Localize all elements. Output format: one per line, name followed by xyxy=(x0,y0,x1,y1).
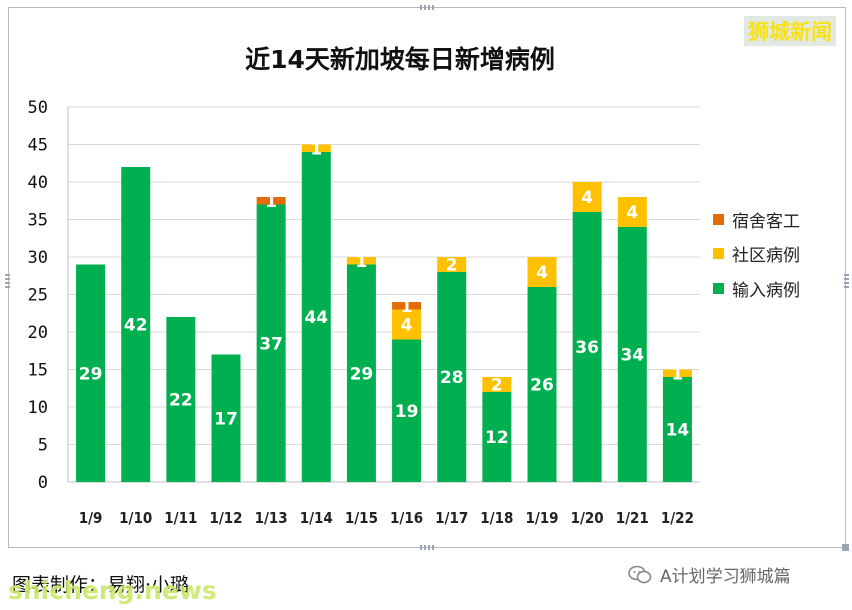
x-tick-label: 1/17 xyxy=(435,509,468,527)
data-label-imported: 17 xyxy=(214,409,238,429)
bar-imported xyxy=(437,272,467,482)
x-tick-label: 1/21 xyxy=(616,509,649,527)
bar-dorm xyxy=(392,302,422,310)
data-label-community: 2 xyxy=(491,376,503,396)
data-label-community: 4 xyxy=(626,203,638,223)
x-tick-label: 1/12 xyxy=(209,509,242,527)
bar-imported xyxy=(392,339,422,482)
y-tick-label: 15 xyxy=(28,361,48,381)
legend-item-community: 社区病例 xyxy=(713,241,800,266)
bar-imported xyxy=(617,227,647,482)
data-label-imported: 42 xyxy=(124,316,148,336)
x-tick-label: 1/19 xyxy=(525,509,558,527)
bar-community xyxy=(662,369,692,377)
data-label-imported: 34 xyxy=(620,346,644,366)
data-label-imported: 26 xyxy=(530,376,554,396)
legend-label-community: 社区病例 xyxy=(732,246,800,266)
data-label-dorm: 1 xyxy=(401,297,413,317)
bar-community xyxy=(482,377,512,392)
y-tick-label: 30 xyxy=(28,248,48,268)
y-tick-label: 50 xyxy=(28,98,48,118)
legend-swatch-dorm xyxy=(713,214,724,225)
resize-handle-left[interactable] xyxy=(5,274,10,288)
resize-handle-right[interactable] xyxy=(844,274,849,288)
data-label-dorm: 1 xyxy=(265,192,277,212)
x-tick-label: 1/9 xyxy=(79,509,103,527)
account-label: A计划学习狮城篇 xyxy=(628,562,791,587)
brand-badge: 狮城新闻 xyxy=(744,16,836,46)
bar-imported xyxy=(121,167,151,482)
legend-item-dorm: 宿舍客工 xyxy=(713,207,800,232)
bar-imported xyxy=(301,152,331,482)
data-label-community: 4 xyxy=(536,263,548,283)
legend-swatch-imported xyxy=(713,283,724,294)
x-tick-label: 1/14 xyxy=(300,509,333,527)
x-tick-label: 1/10 xyxy=(119,509,152,527)
data-label-community: 2 xyxy=(446,256,458,276)
watermark-text: shicheng.news xyxy=(8,576,217,605)
y-tick-label: 10 xyxy=(28,398,48,418)
bar-imported xyxy=(482,392,512,482)
y-tick-label: 5 xyxy=(38,436,48,456)
account-name: A计划学习狮城篇 xyxy=(660,567,791,587)
bar-imported xyxy=(166,317,196,482)
data-label-community: 4 xyxy=(581,188,593,208)
x-tick-label: 1/13 xyxy=(255,509,288,527)
bar-community xyxy=(437,257,467,272)
x-tick-label: 1/11 xyxy=(164,509,197,527)
bar-community xyxy=(301,144,331,152)
resize-handle-bottom[interactable] xyxy=(420,545,434,550)
y-tick-label: 20 xyxy=(28,323,48,343)
legend-label-imported: 输入病例 xyxy=(732,281,800,301)
data-label-imported: 37 xyxy=(259,334,283,354)
data-label-community: 1 xyxy=(310,140,322,160)
data-label-imported: 29 xyxy=(350,364,374,384)
data-label-imported: 14 xyxy=(666,421,690,441)
bar-community xyxy=(527,257,557,287)
bar-dorm xyxy=(256,197,286,205)
bar-imported xyxy=(256,204,286,482)
legend-label-dorm: 宿舍客工 xyxy=(732,212,800,232)
bar-imported xyxy=(527,287,557,482)
y-tick-label: 35 xyxy=(28,211,48,231)
bar-community xyxy=(392,309,422,340)
bar-imported xyxy=(572,212,602,482)
credit-text: 图表制作：易翔·小璐 xyxy=(12,574,190,596)
chart-title: 近14天新加坡每日新增病例 xyxy=(245,45,555,74)
y-tick-label: 0 xyxy=(38,473,48,493)
data-label-imported: 44 xyxy=(304,308,328,328)
legend-item-imported: 输入病例 xyxy=(713,276,800,301)
wechat-icon xyxy=(628,565,652,585)
legend-swatch-community xyxy=(713,248,724,259)
x-tick-label: 1/20 xyxy=(571,509,604,527)
data-label-imported: 19 xyxy=(395,402,419,422)
bar-community xyxy=(572,182,602,212)
resize-handle-bottom-right[interactable] xyxy=(842,544,849,551)
bar-community xyxy=(346,257,376,265)
x-tick-label: 1/16 xyxy=(390,509,423,527)
y-tick-label: 45 xyxy=(28,136,48,156)
bar-imported xyxy=(346,264,376,482)
data-label-community: 1 xyxy=(672,365,684,385)
data-label-community: 4 xyxy=(401,316,413,336)
bar-community xyxy=(617,197,647,227)
x-tick-label: 1/18 xyxy=(480,509,513,527)
data-label-imported: 22 xyxy=(169,391,193,411)
data-label-imported: 28 xyxy=(440,368,464,388)
data-label-imported: 36 xyxy=(575,338,599,358)
data-label-community: 1 xyxy=(356,252,368,272)
bar-imported xyxy=(662,377,692,482)
resize-handle-top[interactable] xyxy=(420,5,434,10)
data-label-imported: 29 xyxy=(79,364,103,384)
bar-imported xyxy=(76,264,106,482)
x-tick-label: 1/22 xyxy=(661,509,694,527)
data-label-imported: 12 xyxy=(485,428,509,448)
bar-chart: 05101520253035404550291/9421/10221/11171… xyxy=(28,98,700,527)
y-tick-label: 40 xyxy=(28,173,48,193)
bar-imported xyxy=(211,354,241,482)
y-tick-label: 25 xyxy=(28,286,48,306)
x-tick-label: 1/15 xyxy=(345,509,378,527)
